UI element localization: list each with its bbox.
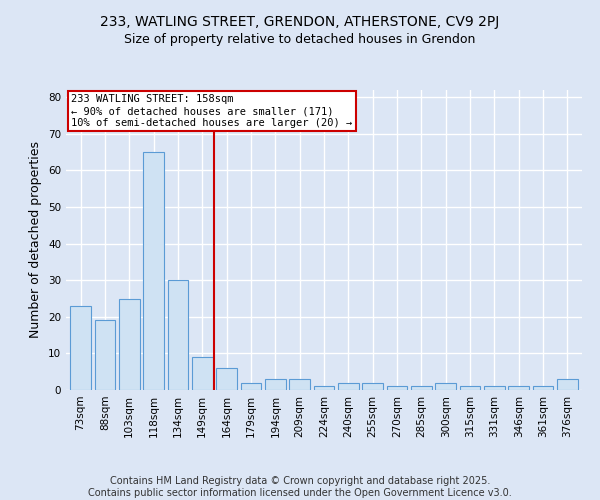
Text: 233 WATLING STREET: 158sqm
← 90% of detached houses are smaller (171)
10% of sem: 233 WATLING STREET: 158sqm ← 90% of deta…	[71, 94, 352, 128]
Bar	[70, 306, 91, 390]
Bar	[216, 368, 237, 390]
Bar	[508, 386, 529, 390]
Bar	[241, 382, 262, 390]
Bar	[314, 386, 334, 390]
Bar	[289, 379, 310, 390]
Bar	[386, 386, 407, 390]
Bar	[484, 386, 505, 390]
Bar	[167, 280, 188, 390]
Text: Contains HM Land Registry data © Crown copyright and database right 2025.
Contai: Contains HM Land Registry data © Crown c…	[88, 476, 512, 498]
Bar	[557, 379, 578, 390]
Bar	[338, 382, 359, 390]
Text: Size of property relative to detached houses in Grendon: Size of property relative to detached ho…	[124, 32, 476, 46]
Bar	[265, 379, 286, 390]
Bar	[460, 386, 481, 390]
Bar	[119, 298, 140, 390]
Bar	[362, 382, 383, 390]
Bar	[143, 152, 164, 390]
Bar	[436, 382, 456, 390]
Bar	[95, 320, 115, 390]
Y-axis label: Number of detached properties: Number of detached properties	[29, 142, 43, 338]
Bar	[533, 386, 553, 390]
Bar	[411, 386, 432, 390]
Bar	[192, 357, 212, 390]
Text: 233, WATLING STREET, GRENDON, ATHERSTONE, CV9 2PJ: 233, WATLING STREET, GRENDON, ATHERSTONE…	[100, 15, 500, 29]
